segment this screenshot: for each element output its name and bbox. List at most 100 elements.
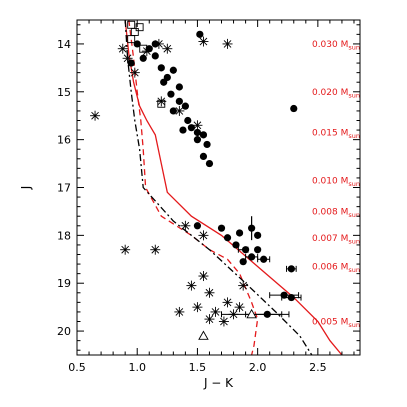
mass-label: 0.015 Msun xyxy=(312,128,360,140)
filled-circle-point xyxy=(287,293,295,302)
open-triangle-point xyxy=(198,330,209,340)
filled-circle-point xyxy=(196,30,204,38)
model-curve-dashed xyxy=(128,20,259,355)
filled-circle-point xyxy=(199,152,208,160)
mass-unit: M xyxy=(341,40,349,50)
asterisk-point xyxy=(122,53,133,64)
asterisk-point xyxy=(156,96,167,107)
mass-label: 0.020 Msun xyxy=(312,88,360,100)
asterisk-point xyxy=(120,244,131,255)
x-axis-label: J − K xyxy=(203,376,234,390)
mass-unit: M xyxy=(341,318,349,328)
asterisk-point xyxy=(222,38,233,49)
mass-unit-subscript: sun xyxy=(348,132,360,140)
filled-circle-point xyxy=(193,136,202,144)
filled-circle-point xyxy=(203,140,211,149)
asterisk-point xyxy=(192,120,203,131)
filled-circle-point xyxy=(260,255,268,263)
filled-circle-point xyxy=(169,107,177,115)
y-tick-label: 15 xyxy=(57,86,71,99)
filled-circle-point xyxy=(248,224,256,232)
asterisk-point xyxy=(150,244,161,255)
mass-value: 0.030 xyxy=(312,40,341,50)
filled-circle-point xyxy=(290,104,298,113)
mass-value: 0.007 xyxy=(312,234,341,244)
mass-label: 0.010 Msun xyxy=(312,176,360,188)
asterisk-point xyxy=(238,280,249,291)
asterisk-point xyxy=(228,309,239,320)
y-tick-label: 16 xyxy=(57,134,71,147)
filled-circle-point xyxy=(223,234,232,242)
mass-value: 0.010 xyxy=(312,176,341,186)
model-curve-solid xyxy=(124,20,343,355)
y-tick-label: 17 xyxy=(57,182,71,195)
asterisk-point xyxy=(117,43,128,54)
filled-circle-point xyxy=(239,258,247,266)
open-square-point xyxy=(127,35,136,44)
mass-value: 0.008 xyxy=(312,207,341,217)
asterisk-point xyxy=(174,306,185,317)
x-tick-label: 2.0 xyxy=(249,361,267,374)
asterisk-point xyxy=(186,280,197,291)
axes: 0.5 1.0 1.5 2.0 2.5 14 15 16 17 18 19 20 xyxy=(57,20,360,374)
mass-unit: M xyxy=(341,176,349,186)
mass-unit-subscript: sun xyxy=(348,211,360,219)
filled-circle-point xyxy=(175,97,183,105)
mass-unit: M xyxy=(341,262,349,272)
mass-unit: M xyxy=(341,128,349,138)
filled-circle-point xyxy=(193,128,202,137)
mass-unit-subscript: sun xyxy=(348,91,360,99)
asterisk-point xyxy=(129,67,140,78)
filled-circle-point xyxy=(205,159,214,168)
mass-unit: M xyxy=(341,88,349,98)
y-tick-label: 14 xyxy=(57,38,71,51)
asterisk-point xyxy=(210,306,221,317)
x-tick-label: 1.5 xyxy=(189,361,207,374)
filled-circle-point xyxy=(184,116,192,125)
mass-unit: M xyxy=(341,234,349,244)
filled-circle-point xyxy=(145,45,153,53)
mass-unit: M xyxy=(341,207,349,217)
mass-unit-subscript: sun xyxy=(348,321,360,329)
asterisk-point xyxy=(162,43,173,54)
x-tick-label: 1.0 xyxy=(128,361,146,374)
filled-circle-point xyxy=(199,131,208,139)
filled-circle-point xyxy=(287,265,295,273)
y-tick-label: 18 xyxy=(57,229,71,242)
filled-circle-point xyxy=(151,52,159,60)
filled-circle-point xyxy=(193,222,202,230)
open-triangle-point xyxy=(246,308,257,319)
y-axis-label: J xyxy=(19,186,33,191)
mass-label: 0.030 Msun xyxy=(312,40,360,52)
filled-circle-point xyxy=(169,66,177,74)
filled-circle-point xyxy=(248,253,256,261)
points-layer xyxy=(90,20,302,340)
filled-circle-point xyxy=(263,310,271,318)
mass-value: 0.006 xyxy=(312,262,341,272)
mass-unit-subscript: sun xyxy=(348,180,360,188)
filled-circle-point xyxy=(127,59,135,67)
filled-circle-point xyxy=(181,102,189,110)
filled-circle-point xyxy=(179,126,187,134)
asterisk-point xyxy=(192,302,203,313)
asterisk-point xyxy=(90,110,101,121)
x-tick-label: 2.5 xyxy=(309,361,327,374)
model-curve-dashdot xyxy=(124,20,313,355)
filled-circle-point xyxy=(133,40,141,48)
filled-circle-point xyxy=(151,40,159,48)
asterisk-point xyxy=(234,302,245,313)
filled-circle-point xyxy=(160,78,168,86)
filled-circle-point xyxy=(235,229,244,237)
filled-circle-point xyxy=(232,241,240,249)
filled-circle-point xyxy=(254,231,262,239)
y-tick-label: 19 xyxy=(57,277,71,290)
open-square-point xyxy=(135,23,144,32)
filled-circle-point xyxy=(217,224,226,232)
mass-unit-subscript: sun xyxy=(348,237,360,245)
filled-circle-point xyxy=(187,124,196,132)
asterisk-point xyxy=(198,36,209,47)
asterisk-point xyxy=(180,220,191,231)
mass-value: 0.020 xyxy=(312,88,341,98)
curves-layer xyxy=(124,20,343,355)
